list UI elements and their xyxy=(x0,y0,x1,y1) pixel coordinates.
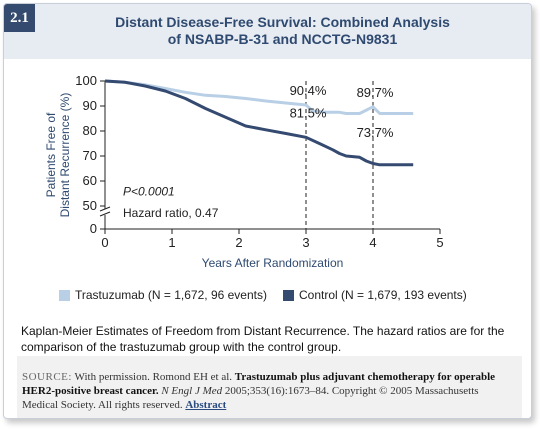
x-tick-label-3: 3 xyxy=(302,235,309,250)
y-tick-label-90: 90 xyxy=(83,98,97,113)
figure-title-line2: of NSABP-B-31 and NCCTG-N9831 xyxy=(167,31,398,47)
y-tick-label-zero: 0 xyxy=(90,221,97,236)
chart-legend: Trastuzumab (N = 1,672, 96 events) Contr… xyxy=(59,288,519,308)
x-tick-label-4: 4 xyxy=(369,235,376,250)
figure-card: 2.1 Distant Disease-Free Survival: Combi… xyxy=(3,3,532,419)
y-axis-break-mark-2 xyxy=(99,211,111,217)
legend-label-control: Control (N = 1,679, 193 events) xyxy=(299,288,467,302)
source-citation: 2005;353(16):1673–84. Copyright © 2005 M… xyxy=(22,385,479,411)
source-label: SOURCE: xyxy=(22,371,72,383)
y-axis-label: Patients Free ofDistant Recurrence (%) xyxy=(44,93,72,218)
y-tick-label-100: 100 xyxy=(75,73,97,88)
figure-caption: Kaplan-Meier Estimates of Freedom from D… xyxy=(21,324,505,354)
source-intro: With permission. Romond EH et al. xyxy=(71,371,235,383)
figure-title: Distant Disease-Free Survival: Combined … xyxy=(44,14,521,48)
y-axis-label-line1: Patients Free of xyxy=(44,112,58,197)
source-text: SOURCE: With permission. Romond EH et al… xyxy=(22,370,517,412)
y-axis-break-mark-1 xyxy=(99,206,111,212)
figure-title-line1: Distant Disease-Free Survival: Combined … xyxy=(115,14,450,30)
legend-swatch-control xyxy=(283,289,294,301)
control-curve xyxy=(104,79,414,167)
figure-header: 2.1 Distant Disease-Free Survival: Combi… xyxy=(4,4,531,59)
x-tick-label-2: 2 xyxy=(235,235,242,250)
x-tick-label-1: 1 xyxy=(168,235,175,250)
y-tick-label-50: 50 xyxy=(83,198,97,213)
annotation-3: 73.7% xyxy=(357,125,394,140)
hazard-ratio-text: Hazard ratio, 0.47 xyxy=(123,206,219,220)
y-tick-label-70: 70 xyxy=(83,148,97,163)
source-box: SOURCE: With permission. Romond EH et al… xyxy=(17,356,522,418)
p-value-text: P<0.0001 xyxy=(123,185,175,199)
source-journal: N Engl J Med xyxy=(158,385,223,397)
survival-chart: 50 60 70 80 90 100 00 1 2 3 4 5 Years After Randomiz… xyxy=(44,73,444,270)
figure-number-badge: 2.1 xyxy=(4,4,35,32)
legend-label-trastuzumab: Trastuzumab (N = 1,672, 96 events) xyxy=(75,288,267,302)
legend-item-trastuzumab: Trastuzumab (N = 1,672, 96 events) xyxy=(59,288,267,302)
annotation-2: 81.5% xyxy=(290,105,327,120)
x-tick-label-5: 5 xyxy=(436,235,443,250)
trastuzumab-curve xyxy=(104,79,414,115)
y-axis-label-line2: Distant Recurrence (%) xyxy=(58,93,72,218)
x-axis-label: Years After Randomization xyxy=(202,256,344,270)
annotation-0: 90.4% xyxy=(290,83,327,98)
source-article-title: Trastuzumab plus adjuvant chemotherapy f… xyxy=(22,371,496,397)
legend-swatch-trastuzumab xyxy=(59,289,70,301)
x-tick-label-0: 0 xyxy=(101,235,108,250)
abstract-link[interactable]: Abstract xyxy=(185,399,227,411)
legend-item-control: Control (N = 1,679, 193 events) xyxy=(283,288,467,302)
y-tick-label-60: 60 xyxy=(83,173,97,188)
annotation-1: 89.7% xyxy=(357,85,394,100)
y-tick-label-80: 80 xyxy=(83,123,97,138)
